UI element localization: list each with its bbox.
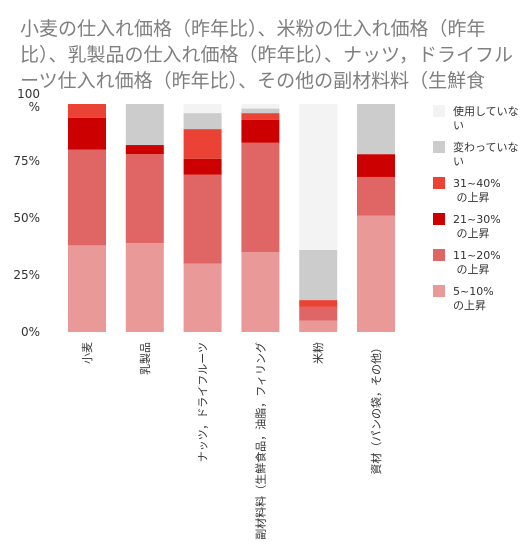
legend-label: 変わっていない: [453, 140, 518, 168]
bar-segment: [183, 263, 222, 332]
y-tick-label: 0%: [21, 325, 40, 339]
legend-swatch: [433, 285, 445, 297]
y-tick-label: 25%: [13, 268, 40, 282]
bar-segment: [125, 104, 164, 146]
legend-label: 31~40% の上昇: [453, 177, 501, 204]
legend-swatch: [433, 141, 445, 153]
bars: [68, 104, 395, 332]
bar-segment: [241, 142, 280, 253]
bar-segment: [299, 320, 338, 332]
bar-segment: [299, 104, 338, 250]
bar-segment: [357, 215, 395, 332]
bar-segment: [299, 249, 338, 301]
bar-segment: [68, 104, 106, 118]
legend-swatch: [433, 177, 445, 189]
bar-segment: [183, 129, 222, 159]
chart-title: 小麦の仕入れ価格（昨年比）、米粉の仕入れ価格（昨年比）、乳製品の仕入れ価格（昨年…: [20, 18, 514, 92]
legend-swatch: [433, 249, 445, 261]
bar-segment: [183, 104, 222, 114]
bar-segment: [357, 104, 395, 155]
bar-segment: [357, 154, 395, 177]
legend-swatch: [433, 105, 445, 117]
bar-segment: [357, 176, 395, 216]
bar-segment: [125, 243, 164, 332]
bar-segment: [68, 117, 106, 150]
x-category-label: 副材料料（生鮮食品，油脂，フィリング: [253, 342, 267, 540]
bar-segment: [241, 113, 280, 120]
y-tick-label: 50%: [13, 211, 40, 225]
legend-swatch: [433, 213, 445, 225]
bar-segment: [125, 154, 164, 244]
bar-segment: [183, 158, 222, 175]
legend-label: 使用していない: [453, 105, 519, 132]
x-category-label: 小麦: [81, 342, 94, 364]
x-category-label: ナッツ，ドライフルーツ: [197, 342, 210, 462]
bar-segment: [241, 252, 280, 332]
bar-segment: [125, 145, 164, 155]
x-axis: 小麦 乳製品 ナッツ，ドライフルーツ 副材料料（生鮮食品，油脂，フィリング 米粉 資材（パ…: [81, 342, 383, 540]
bar-segment: [299, 306, 338, 321]
bar-segment: [68, 149, 106, 246]
bar-segment: [183, 174, 222, 264]
bar-segment: [68, 245, 106, 332]
bar-segment: [241, 119, 280, 143]
legend-label: 11~20% の上昇: [453, 249, 501, 276]
y-axis: 0% 25% 50% 75% 100%: [13, 87, 40, 339]
x-category-label: 資材（パンの袋，その他）: [369, 342, 383, 475]
x-category-label: 米粉: [312, 342, 325, 364]
y-tick-label: 75%: [13, 154, 40, 168]
bar-segment: [241, 108, 280, 114]
bar-segment: [241, 104, 280, 109]
legend-label: 5~10% の上昇: [453, 285, 497, 312]
legend-label: 21~30% の上昇: [453, 213, 501, 240]
bar-segment: [299, 300, 338, 307]
y-tick-label: 100%: [17, 87, 40, 114]
x-category-label: 乳製品: [138, 342, 152, 375]
bar-segment: [183, 113, 222, 130]
